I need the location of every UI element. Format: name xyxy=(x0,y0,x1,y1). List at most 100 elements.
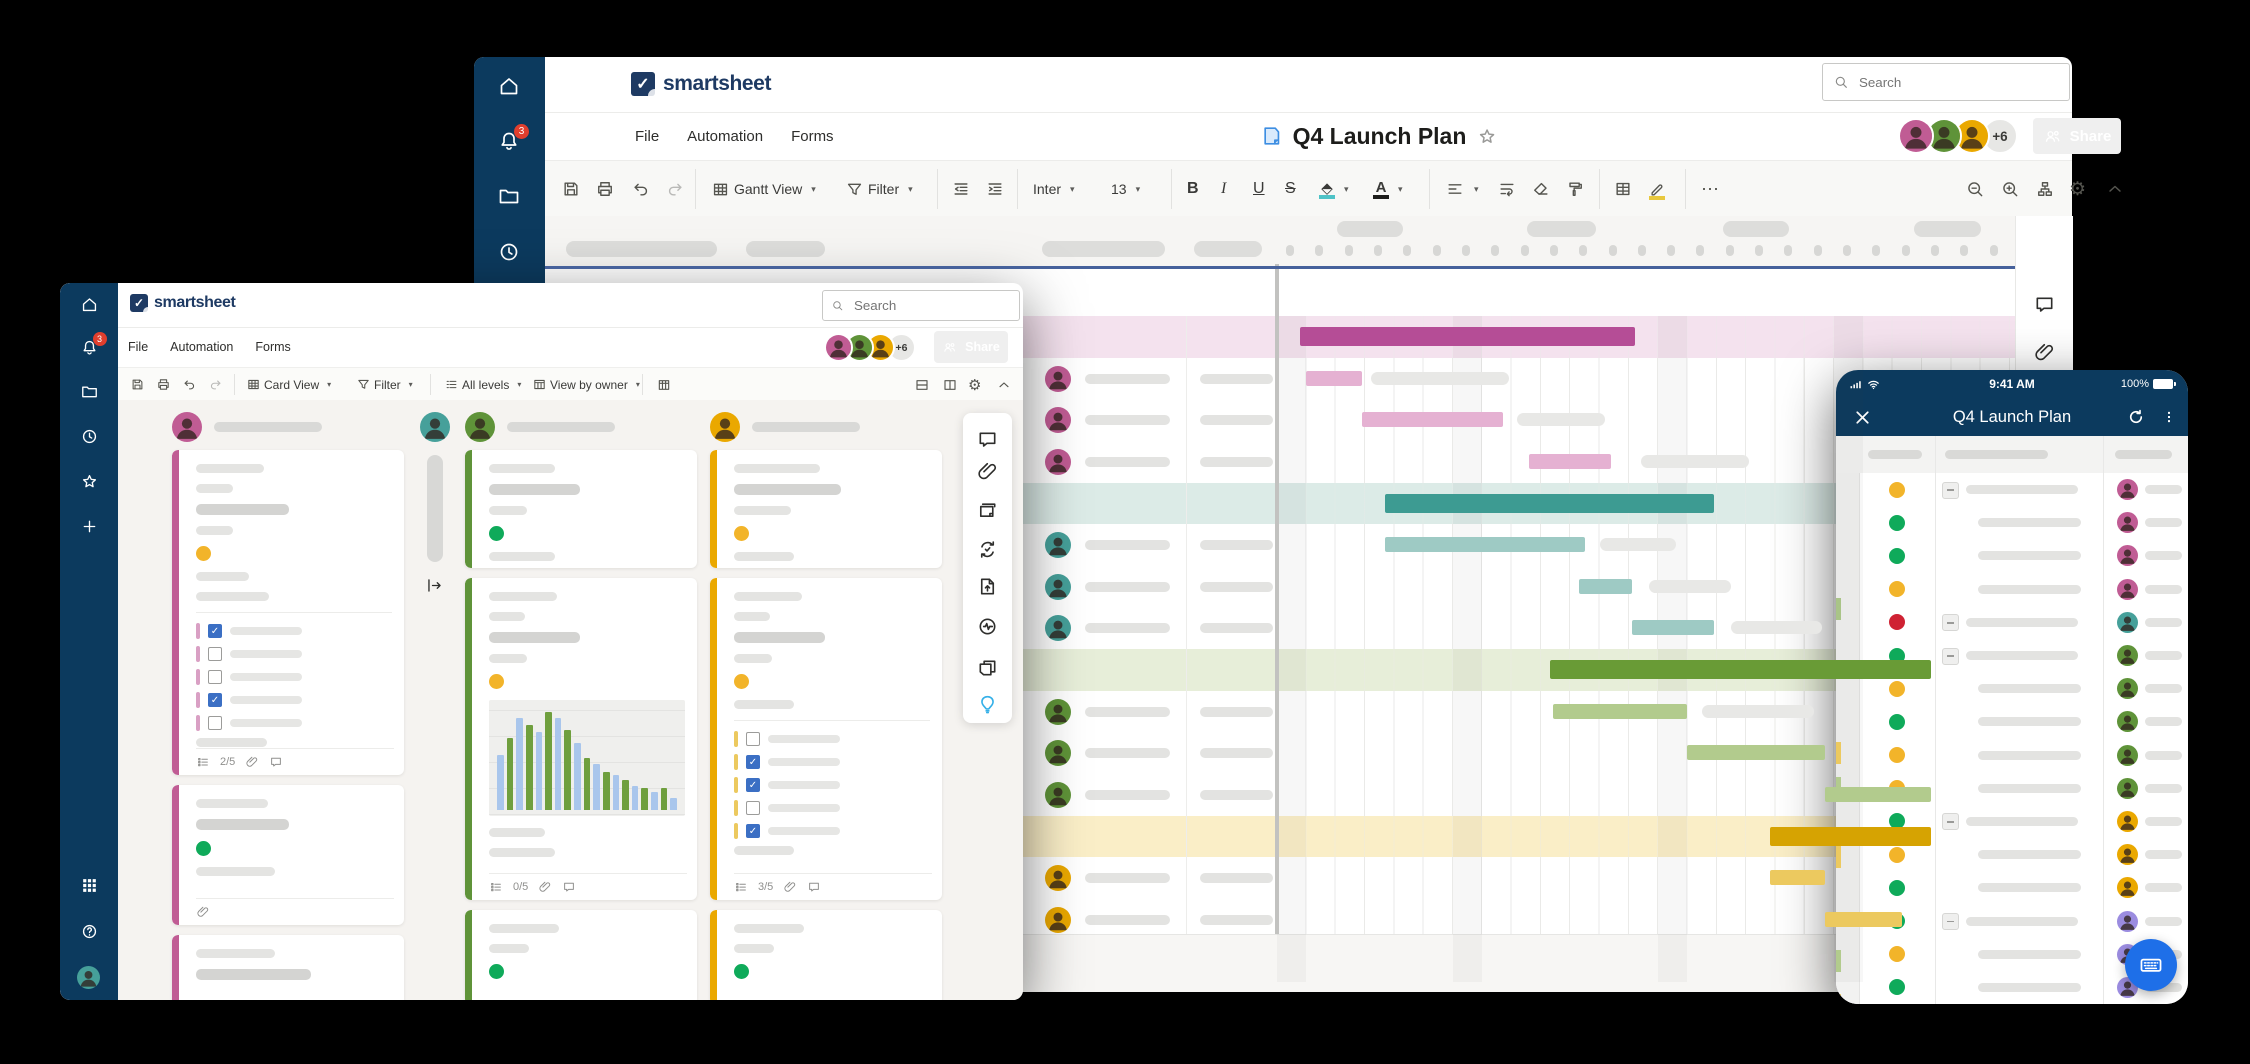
status-dot-green[interactable] xyxy=(1889,913,1905,930)
panel-vertical-button[interactable] xyxy=(942,368,958,401)
checklist-item[interactable]: ✓ xyxy=(734,777,930,793)
attach-icon[interactable] xyxy=(245,755,259,769)
rail-sync-button[interactable] xyxy=(976,538,999,561)
gantt-task-bar[interactable] xyxy=(1578,578,1632,594)
comment-icon[interactable] xyxy=(269,755,283,769)
phone-sheet-row[interactable] xyxy=(1836,738,2188,773)
redo-button[interactable] xyxy=(208,368,223,401)
save-button[interactable] xyxy=(561,161,581,217)
checklist-item[interactable] xyxy=(196,646,392,662)
search-box[interactable] xyxy=(1822,63,2070,101)
settings-button[interactable]: ⚙ xyxy=(968,376,982,394)
levels-selector[interactable]: All levels ▾ xyxy=(444,368,521,401)
wrap-text-button[interactable] xyxy=(1497,161,1517,217)
phone-sheet-row[interactable] xyxy=(1836,473,2188,508)
view-selector[interactable]: Card View ▾ xyxy=(246,368,331,401)
checkbox-unchecked[interactable] xyxy=(746,801,760,815)
rail-copydoc-button[interactable] xyxy=(976,657,999,680)
phone-sheet-row[interactable] xyxy=(1836,672,2188,707)
status-dot-red[interactable] xyxy=(1889,614,1905,631)
keyboard-fab[interactable] xyxy=(2125,939,2177,991)
status-dot-yellow[interactable] xyxy=(1889,481,1905,498)
sidebar-item-plus[interactable] xyxy=(80,517,99,536)
save-button[interactable] xyxy=(130,368,145,401)
sidebar-item-help[interactable] xyxy=(80,922,99,941)
zoom-out-button[interactable] xyxy=(1965,161,1985,217)
underline-button[interactable]: U xyxy=(1253,180,1265,197)
filter-selector[interactable]: Filter ▾ xyxy=(356,368,413,401)
checkbox-unchecked[interactable] xyxy=(208,716,222,730)
phone-sheet-row[interactable] xyxy=(1836,705,2188,740)
status-dot-yellow[interactable] xyxy=(1889,680,1905,697)
collapse-row-button[interactable] xyxy=(1942,813,1959,831)
collapse-row-button[interactable] xyxy=(1942,614,1959,632)
menu-item-file[interactable]: File xyxy=(128,340,149,354)
status-dot-green[interactable] xyxy=(1889,979,1905,996)
sidebar-user-avatar[interactable] xyxy=(77,966,100,989)
gantt-task-bar[interactable] xyxy=(1552,703,1688,719)
search-box[interactable] xyxy=(822,290,1020,321)
gantt-task-bar[interactable] xyxy=(1306,370,1363,386)
status-dot-yellow[interactable] xyxy=(1889,946,1905,963)
attach-icon[interactable] xyxy=(783,880,797,894)
menu-item-automation[interactable]: Automation xyxy=(170,340,234,354)
settings-button[interactable]: ⚙ xyxy=(2069,178,2087,200)
gantt-task-bar[interactable] xyxy=(1362,412,1503,428)
kanban-card[interactable] xyxy=(465,450,697,568)
rail-attach-button[interactable] xyxy=(2033,341,2056,364)
checklist-item[interactable]: ✓ xyxy=(196,623,392,639)
outdent-button[interactable] xyxy=(951,161,971,217)
phone-sheet-row[interactable] xyxy=(1836,539,2188,574)
gantt-task-bar[interactable] xyxy=(1769,870,1826,886)
format-painter-button[interactable] xyxy=(1565,161,1585,217)
kanban-card[interactable] xyxy=(710,450,942,568)
status-dot-green[interactable] xyxy=(1889,713,1905,730)
comment-icon[interactable] xyxy=(807,880,821,894)
sidebar-item-folder[interactable] xyxy=(497,184,521,208)
phone-sheet-row[interactable] xyxy=(1836,804,2188,840)
rail-proofs-button[interactable] xyxy=(976,498,999,521)
gantt-task-bar[interactable] xyxy=(1385,537,1585,553)
status-dot-yellow[interactable] xyxy=(1889,846,1905,863)
redo-button[interactable] xyxy=(665,161,685,217)
clear-format-button[interactable] xyxy=(1531,161,1551,217)
collapse-toolbar-button[interactable] xyxy=(2105,161,2125,217)
sidebar-item-bell[interactable]: 3 xyxy=(80,332,107,357)
status-dot-green[interactable] xyxy=(1889,813,1905,830)
align-button[interactable]: ▾ xyxy=(1445,161,1479,217)
checkbox-checked[interactable]: ✓ xyxy=(746,824,760,838)
text-color-button[interactable]: A ▾ xyxy=(1373,161,1403,217)
phone-sheet-row[interactable] xyxy=(1836,506,2188,541)
comment-icon[interactable] xyxy=(562,880,576,894)
status-dot-yellow[interactable] xyxy=(1889,780,1905,797)
undo-button[interactable] xyxy=(631,161,651,217)
kanban-card[interactable]: ✓ ✓ ✓ 3/5 xyxy=(710,578,942,900)
expand-column-button[interactable] xyxy=(425,576,444,595)
checkbox-checked[interactable]: ✓ xyxy=(746,778,760,792)
kanban-card[interactable]: ✓ ✓ 2/5 xyxy=(172,450,404,775)
phone-sheet-row[interactable] xyxy=(1836,771,2188,806)
card-layout-button[interactable] xyxy=(656,368,672,401)
sidebar-item-apps[interactable] xyxy=(80,876,99,895)
kanban-card[interactable] xyxy=(172,785,404,925)
menu-item-automation[interactable]: Automation xyxy=(687,127,764,145)
sidebar-item-folder[interactable] xyxy=(80,382,99,401)
collapse-toolbar-button[interactable] xyxy=(996,368,1012,401)
checklist-item[interactable]: ✓ xyxy=(734,823,930,839)
rail-fileup-button[interactable] xyxy=(976,575,999,598)
menu-item-forms[interactable]: Forms xyxy=(791,127,834,145)
checklist-item[interactable] xyxy=(734,731,930,747)
status-dot-green[interactable] xyxy=(1889,879,1905,896)
sidebar-item-star[interactable] xyxy=(80,472,99,491)
kanban-card[interactable] xyxy=(710,910,942,1000)
attach-icon[interactable] xyxy=(196,905,210,919)
undo-button[interactable] xyxy=(182,368,197,401)
sidebar-item-home[interactable] xyxy=(80,295,99,314)
italic-button[interactable]: I xyxy=(1221,180,1227,197)
phone-sheet-row[interactable] xyxy=(1836,838,2188,873)
checkbox-checked[interactable]: ✓ xyxy=(208,693,222,707)
subtasks-icon[interactable] xyxy=(489,880,503,894)
group-by-selector[interactable]: View by owner ▾ xyxy=(532,368,640,401)
panel-horizontal-button[interactable] xyxy=(914,368,930,401)
sidebar-item-clock[interactable] xyxy=(497,240,521,264)
